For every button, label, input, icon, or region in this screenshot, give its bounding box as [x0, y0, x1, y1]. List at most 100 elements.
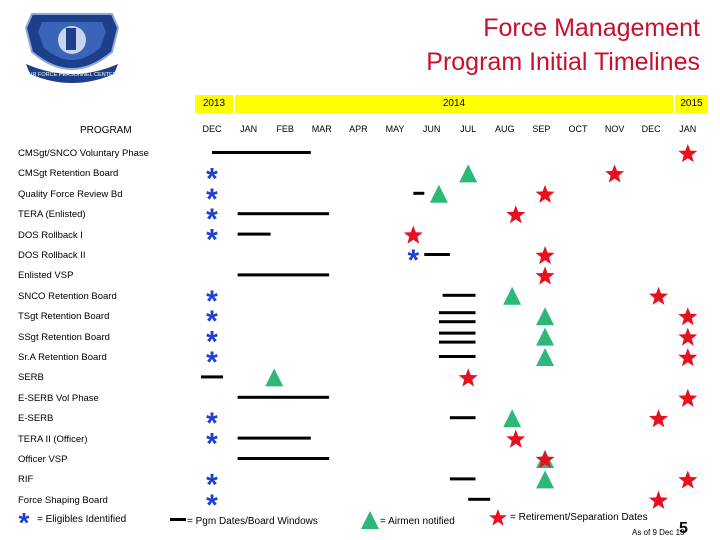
month-header: FEB: [276, 124, 294, 134]
airmen-notified-triangle-icon: [536, 348, 555, 366]
month-header: JUL: [460, 124, 477, 134]
window-line: [449, 477, 476, 481]
afpc-shield-logo: AIR FORCE PERSONNEL CENTER: [24, 13, 120, 83]
window-line: [424, 253, 450, 256]
program-row-label: DOS Rollback I: [18, 229, 83, 241]
eligibles-asterisk-icon: *: [206, 183, 218, 216]
separation-date-star-icon: [535, 184, 555, 203]
legend-triangle-icon: [361, 511, 379, 529]
airmen-notified-triangle-icon: [265, 368, 284, 387]
eligibles-asterisk-icon: *: [206, 428, 218, 461]
separation-date-star-icon: [678, 144, 698, 163]
slide-title-line2: Program Initial Timelines: [426, 48, 700, 76]
program-row-label: TSgt Retention Board: [18, 311, 110, 323]
window-line: [438, 320, 476, 324]
window-line: [442, 293, 476, 297]
month-header: DEC: [202, 124, 222, 134]
window-line: [237, 436, 311, 440]
legend-eligibles: = Eligibles Identified: [37, 514, 127, 525]
program-row-label: Enlisted VSP: [18, 270, 74, 282]
separation-date-star-icon: [649, 490, 668, 509]
month-header: APR: [349, 124, 368, 134]
eligibles-asterisk-icon: *: [206, 407, 218, 440]
program-row-label: TERA II (Officer): [18, 433, 88, 445]
airmen-notified-triangle-icon: [429, 184, 448, 203]
program-row-label: Force Shaping Board: [18, 494, 108, 506]
program-row-label: TERA (Enlisted): [18, 209, 86, 221]
as-of-date: As of 9 Dec 13: [632, 528, 685, 537]
separation-date-star-icon: [506, 205, 526, 224]
month-header: DEC: [641, 124, 661, 134]
separation-date-star-icon: [678, 307, 698, 326]
separation-date-star-icon: [403, 225, 423, 244]
separation-date-star-icon: [649, 286, 668, 305]
separation-date-star-icon: [649, 409, 668, 428]
window-line: [212, 151, 311, 154]
window-line: [237, 212, 330, 216]
month-header: MAR: [311, 124, 332, 134]
month-header: OCT: [568, 124, 588, 134]
legend-star-icon: [489, 509, 507, 526]
separation-date-star-icon: [678, 327, 698, 346]
month-header: JAN: [679, 124, 697, 134]
window-line: [468, 497, 491, 501]
airmen-notified-triangle-icon: [536, 307, 555, 326]
svg-text:*: *: [19, 510, 30, 532]
window-line: [237, 232, 271, 236]
legend-asterisk-icon: *: [19, 510, 30, 532]
separation-date-star-icon: [678, 388, 698, 407]
legend-airmen: = Airmen notified: [380, 516, 455, 527]
eligibles-asterisk-icon: *: [206, 489, 218, 522]
program-row-label: E-SERB: [18, 413, 54, 425]
separation-date-star-icon: [678, 470, 698, 489]
month-header: JUN: [422, 124, 441, 134]
month-header: JAN: [240, 124, 258, 134]
separation-date-star-icon: [605, 164, 625, 183]
month-header: MAY: [385, 124, 405, 134]
legend-windows: = Pgm Dates/Board Windows: [187, 516, 318, 527]
program-row-label: SNCO Retention Board: [18, 290, 117, 302]
program-row-label: CMSgt Retention Board: [18, 168, 119, 180]
separation-date-star-icon: [678, 348, 698, 367]
window-line: [438, 331, 476, 335]
program-row-label: Sr.A Retention Board: [18, 352, 107, 363]
page-number: 5: [679, 520, 688, 537]
eligibles-asterisk-icon: *: [206, 346, 218, 379]
airmen-notified-triangle-icon: [503, 286, 522, 305]
month-header: AUG: [495, 124, 515, 134]
program-row-label: E-SERB Vol Phase: [18, 392, 99, 404]
month-header: SEP: [532, 124, 551, 134]
window-line: [449, 416, 476, 420]
program-row-label: CMSgt/SNCO Voluntary Phase: [18, 148, 149, 159]
window-line: [237, 273, 330, 277]
window-line: [438, 311, 476, 315]
program-header: PROGRAM: [80, 125, 132, 136]
legend-line-icon: [170, 518, 186, 521]
program-row-label: Officer VSP: [18, 454, 68, 465]
eligibles-asterisk-icon: *: [206, 285, 218, 318]
slide-title-line1: Force Management: [483, 14, 700, 42]
program-row-label: Quality Force Review Bd: [18, 188, 123, 200]
window-line: [438, 340, 476, 344]
airmen-notified-triangle-icon: [459, 164, 478, 183]
window-line: [237, 395, 330, 399]
legend-retirement: = Retirement/Separation Dates: [510, 512, 648, 523]
year-2015: 2015: [675, 95, 708, 113]
eligibles-asterisk-icon: *: [206, 305, 218, 338]
eligibles-asterisk-icon: *: [407, 244, 419, 277]
separation-date-star-icon: [506, 429, 526, 448]
window-line: [237, 457, 330, 460]
eligibles-asterisk-icon: *: [206, 203, 218, 236]
program-row-label: RIF: [18, 474, 34, 486]
separation-date-star-icon: [535, 450, 555, 469]
window-line: [201, 375, 223, 379]
eligibles-asterisk-icon: *: [206, 162, 218, 195]
month-header: NOV: [604, 124, 625, 134]
eligibles-asterisk-icon: *: [206, 224, 218, 257]
separation-date-star-icon: [458, 368, 478, 387]
logo-text: AIR FORCE PERSONNEL CENTER: [27, 72, 116, 78]
eligibles-asterisk-icon: *: [206, 468, 218, 501]
year-2014: 2014: [235, 95, 673, 113]
